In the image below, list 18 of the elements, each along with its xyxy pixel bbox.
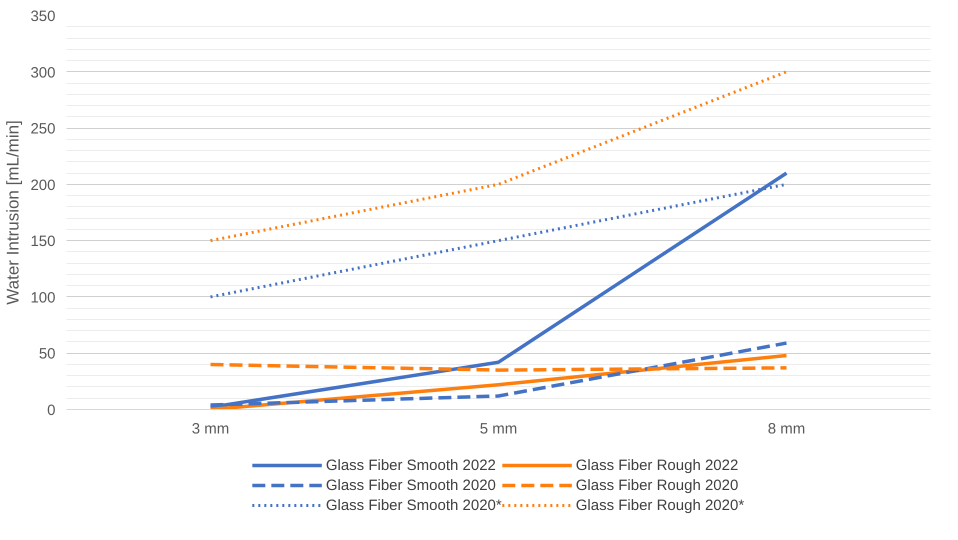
- legend-label: Glass Fiber Rough 2022: [576, 456, 738, 474]
- y-tick-label: 200: [30, 176, 56, 194]
- legend-label: Glass Fiber Rough 2020: [576, 476, 738, 494]
- y-axis-title: Water Intrusion [mL/min]: [3, 120, 22, 305]
- x-tick-label: 8 mm: [768, 420, 806, 438]
- y-tick-label: 250: [30, 120, 56, 138]
- y-tick-label: 100: [30, 289, 56, 306]
- y-tick-label: 350: [30, 8, 56, 25]
- y-tick-label: 150: [30, 233, 56, 250]
- legend-label: Glass Fiber Smooth 2020: [326, 476, 496, 494]
- x-tick-label: 5 mm: [480, 420, 518, 438]
- y-tick-label: 50: [38, 346, 56, 363]
- x-tick-label: 3 mm: [192, 420, 230, 438]
- y-tick-label: 300: [30, 64, 56, 82]
- legend-label: Glass Fiber Rough 2020*: [576, 496, 744, 514]
- legend-label: Glass Fiber Smooth 2020*: [326, 496, 502, 514]
- legend-label: Glass Fiber Smooth 2022: [326, 456, 496, 474]
- y-tick-label: 0: [47, 402, 56, 419]
